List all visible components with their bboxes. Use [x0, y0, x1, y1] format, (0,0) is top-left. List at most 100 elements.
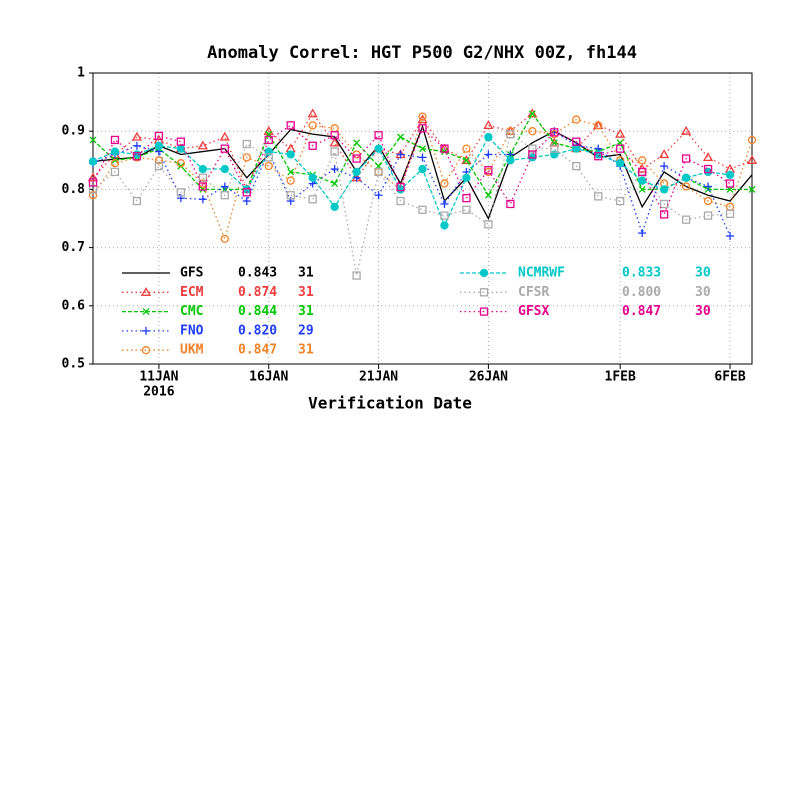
- marker-part: [110, 167, 120, 177]
- marker-part: [484, 166, 493, 175]
- marker-part: [110, 135, 120, 145]
- marker: [197, 140, 208, 150]
- marker: [462, 205, 471, 214]
- marker: [462, 144, 471, 153]
- marker: [88, 191, 98, 200]
- marker: [484, 166, 493, 175]
- x-tick-label: 6FEB: [714, 370, 745, 385]
- marker: [220, 144, 229, 153]
- marker: [680, 125, 692, 135]
- marker-part: [681, 182, 691, 191]
- legend-score: 0.847: [622, 304, 661, 319]
- marker-part: [528, 150, 537, 159]
- marker: [353, 139, 361, 147]
- marker-part: [479, 268, 489, 278]
- marker-part: [89, 136, 97, 144]
- marker: [220, 234, 229, 244]
- marker: [264, 161, 273, 171]
- marker-part: [483, 120, 494, 130]
- marker: [154, 156, 164, 165]
- marker-part: [572, 144, 581, 153]
- marker: [725, 179, 735, 188]
- marker-part: [220, 234, 229, 244]
- y-tick-label: 0.6: [62, 298, 86, 313]
- marker-part: [440, 211, 449, 220]
- marker-part: [638, 185, 646, 193]
- marker: [418, 205, 427, 214]
- marker-part: [131, 131, 143, 141]
- marker-part: [88, 157, 98, 166]
- marker: [572, 144, 581, 153]
- marker: [726, 231, 735, 240]
- legend-score: 0.874: [238, 285, 277, 300]
- marker: [154, 161, 164, 171]
- marker-part: [374, 167, 383, 177]
- marker-part: [264, 153, 273, 162]
- year-label: 2016: [143, 385, 174, 400]
- marker: [220, 182, 229, 191]
- marker: [287, 168, 295, 176]
- marker-part: [242, 139, 251, 149]
- marker-part: [462, 144, 471, 153]
- legend-score: 0.847: [238, 343, 277, 358]
- marker-part: [331, 180, 339, 188]
- marker-part: [638, 156, 647, 165]
- marker: [142, 308, 150, 316]
- marker: [308, 121, 317, 130]
- marker: [154, 131, 164, 141]
- marker-part: [88, 191, 98, 200]
- marker-part: [528, 144, 537, 153]
- marker: [638, 167, 647, 177]
- marker-part: [330, 202, 339, 212]
- marker-part: [396, 182, 405, 192]
- marker-part: [549, 137, 560, 147]
- marker: [110, 167, 120, 177]
- marker-part: [703, 211, 713, 220]
- marker: [397, 133, 404, 141]
- marker-part: [462, 205, 471, 214]
- marker-part: [440, 221, 449, 230]
- marker-part: [176, 144, 186, 153]
- marker-part: [132, 196, 142, 206]
- marker: [528, 144, 537, 153]
- marker: [89, 136, 97, 144]
- marker-part: [418, 164, 427, 174]
- marker-part: [528, 110, 536, 118]
- marker: [681, 173, 691, 182]
- marker-part: [264, 135, 273, 145]
- marker: [660, 162, 669, 171]
- y-tick-label: 0.8: [62, 182, 86, 197]
- marker: [110, 147, 120, 156]
- marker-part: [506, 156, 515, 165]
- marker-part: [659, 185, 669, 194]
- marker: [286, 191, 295, 200]
- marker: [638, 156, 647, 165]
- marker: [550, 144, 559, 153]
- marker-part: [747, 135, 757, 145]
- marker: [110, 159, 120, 168]
- marker: [638, 229, 647, 238]
- marker: [594, 192, 603, 201]
- marker: [242, 197, 251, 206]
- marker: [308, 195, 317, 204]
- marker: [331, 180, 339, 188]
- marker: [142, 326, 150, 335]
- marker-part: [220, 164, 229, 174]
- marker-part: [462, 173, 471, 182]
- marker-part: [110, 159, 120, 168]
- marker-part: [154, 141, 164, 150]
- marker: [330, 202, 339, 212]
- marker: [483, 120, 494, 130]
- marker: [725, 170, 735, 180]
- marker-part: [352, 271, 361, 280]
- legend-score: 0.844: [238, 304, 277, 319]
- marker: [659, 185, 669, 194]
- marker-part: [550, 144, 559, 153]
- marker: [681, 215, 691, 224]
- y-tick-label: 0.7: [62, 240, 85, 255]
- y-tick-label: 0.9: [62, 124, 85, 139]
- marker-part: [527, 108, 538, 118]
- marker-part: [352, 167, 361, 177]
- marker: [703, 164, 713, 174]
- legend-count: 30: [695, 304, 711, 319]
